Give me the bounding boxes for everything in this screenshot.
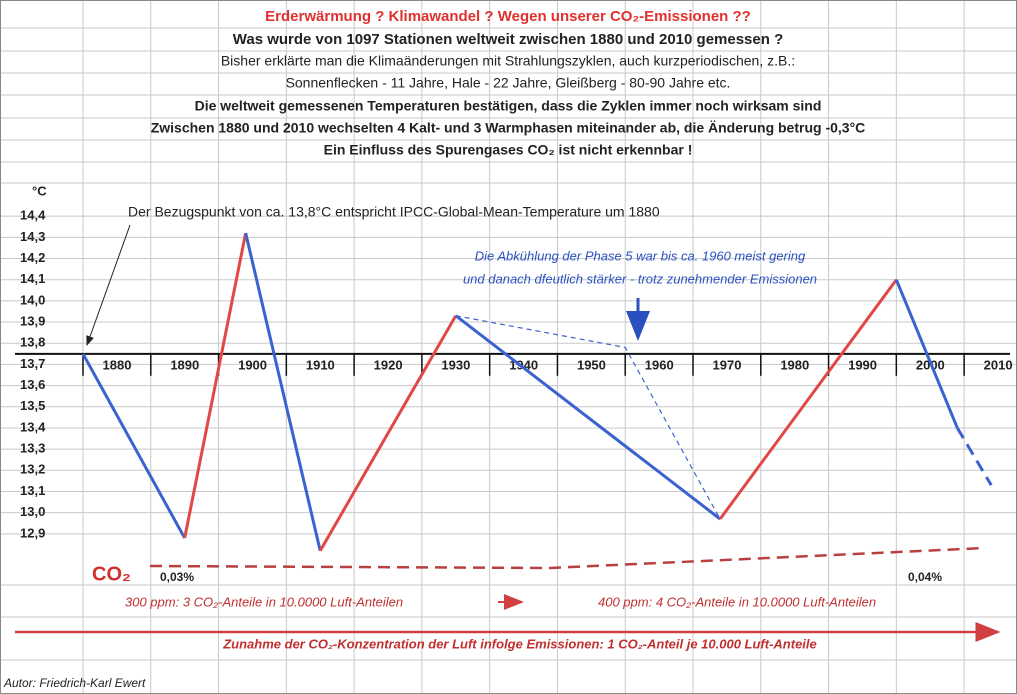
annotation: 0,04% [908, 570, 942, 584]
y-tick-label: 14,4 [20, 208, 46, 223]
y-tick-label: 13,0 [20, 504, 45, 519]
y-axis-label: °C [32, 183, 47, 198]
y-tick-label: 13,6 [20, 377, 45, 392]
x-tick-label: 1950 [577, 357, 606, 372]
x-tick-label: 1880 [103, 357, 132, 372]
x-tick-label: 1980 [780, 357, 809, 372]
annotation: Zunahme der CO₂-Konzentration der Luft i… [222, 636, 817, 651]
y-tick-label: 14,2 [20, 250, 45, 265]
y-tick-label: 13,5 [20, 398, 45, 413]
data-line [455, 315, 721, 520]
data-line [718, 278, 898, 520]
data-line [318, 314, 458, 552]
y-tick-label: 13,2 [20, 462, 45, 477]
annotation: Der Bezugspunkt von ca. 13,8°C entsprich… [128, 204, 660, 220]
data-line [81, 353, 186, 539]
arrow [86, 224, 131, 346]
y-tick-label: 14,1 [20, 271, 45, 286]
data-line [454, 314, 722, 521]
subtitle: Sonnenflecken - 11 Jahre, Hale - 22 Jahr… [286, 75, 731, 91]
x-tick-label: 1990 [848, 357, 877, 372]
x-tick-label: 1960 [645, 357, 674, 372]
subtitle: Bisher erklärte man die Klimaänderungen … [221, 53, 795, 69]
title: Erderwärmung ? Klimawandel ? Wegen unser… [265, 8, 751, 25]
y-tick-label: 13,4 [20, 419, 46, 434]
subtitle: Was wurde von 1097 Stationen weltweit zw… [233, 31, 783, 48]
y-tick-label: 13,3 [20, 441, 45, 456]
header-rules [0, 27, 1017, 661]
annotation: 300 ppm: 3 CO₂-Anteile in 10.0000 Luft-A… [125, 594, 403, 609]
data-line [894, 279, 959, 429]
data-line [956, 427, 993, 486]
author: Autor: Friedrich-Karl Ewert [3, 676, 146, 690]
y-tick-label: 13,7 [20, 356, 45, 371]
y-tick-label: 14,0 [20, 292, 45, 307]
annotation: CO₂ [92, 563, 131, 585]
y-tick-label: 12,9 [20, 525, 45, 540]
y-tick-label: 13,8 [20, 335, 45, 350]
subtitle: Ein Einfluss des Spurengases CO₂ ist nic… [324, 142, 693, 158]
x-tick-label: 1920 [374, 357, 403, 372]
annotation: 400 ppm: 4 CO₂-Anteile in 10.0000 Luft-A… [598, 594, 876, 609]
x-tick-label: 1890 [170, 357, 199, 372]
subtitle: Die weltweit gemessenen Temperaturen bes… [195, 98, 822, 114]
x-tick-label: 1900 [238, 357, 267, 372]
data-line [183, 232, 248, 539]
data-line [244, 232, 322, 552]
y-tick-label: 14,3 [20, 229, 45, 244]
co2-trend [149, 546, 986, 570]
y-tick-label: 13,1 [20, 483, 45, 498]
annotation: 0,03% [160, 570, 194, 584]
x-tick-label: 1910 [306, 357, 335, 372]
x-tick-label: 2010 [984, 357, 1013, 372]
x-tick-label: 1930 [441, 357, 470, 372]
subtitle: Zwischen 1880 und 2010 wechselten 4 Kalt… [151, 120, 866, 136]
ticks: 12,9 13,0 13,1 13,2 13,3 13,4 13,5 13,6 13,7 13,8… [15, 208, 1013, 540]
annotation: Die Abkühlung der Phase 5 war bis ca. 19… [475, 248, 806, 263]
annotation: und danach dfeutlich stärker - trotz zun… [463, 271, 817, 286]
x-tick-label: 1970 [713, 357, 742, 372]
lines [81, 232, 993, 552]
y-tick-label: 13,9 [20, 313, 45, 328]
